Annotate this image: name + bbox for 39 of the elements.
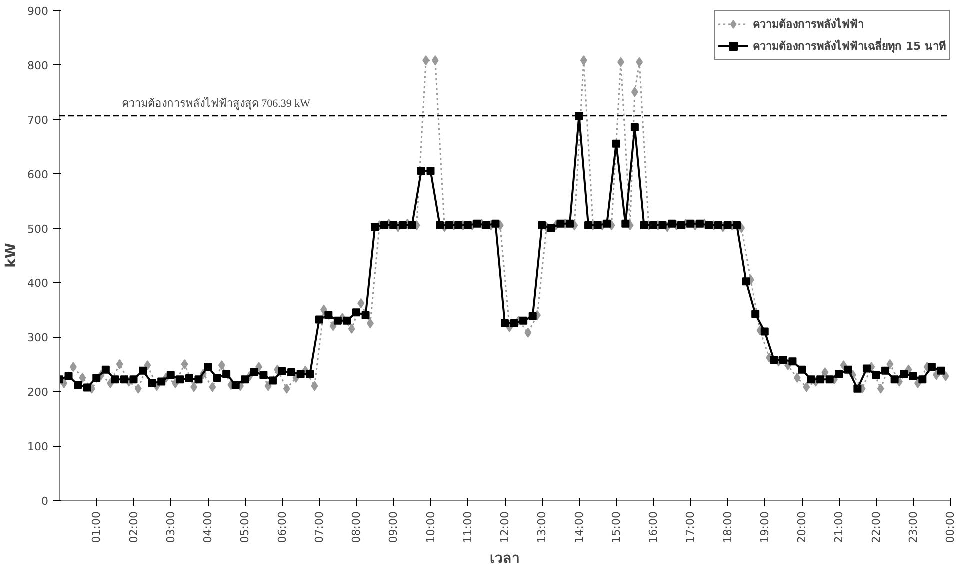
x-tick-label: 08:00: [350, 511, 363, 544]
x-tick-label: 03:00: [164, 511, 178, 544]
y-tick-label: 400: [28, 277, 49, 290]
x-tick-label: 23:00: [906, 511, 920, 544]
y-tick-label: 100: [28, 440, 49, 454]
x-tick-label: 21:00: [832, 511, 846, 544]
y-tick-label: 800: [28, 59, 49, 72]
y-tick-label: 200: [28, 386, 49, 400]
x-tick-label: 07:00: [312, 511, 326, 544]
x-tick-label: 14:00: [572, 511, 586, 544]
y-tick-label: 900: [28, 5, 49, 18]
x-tick-label: 18:00: [721, 511, 734, 544]
x-tick-label: 02:00: [127, 511, 140, 544]
x-axis-title: เวลา: [490, 551, 520, 568]
x-tick-label: 01:00: [90, 511, 104, 544]
x-tick-label: 17:00: [684, 511, 698, 544]
x-tick-label: 12:00: [498, 511, 512, 544]
x-tick-label: 04:00: [202, 511, 214, 544]
y-axis-title: kW: [4, 243, 20, 268]
x-tick-label: 11:00: [461, 511, 474, 544]
x-tick-label: 15:00: [610, 511, 623, 544]
y-tick-label: 300: [28, 332, 49, 345]
x-tick-label: 16:00: [647, 511, 660, 544]
y-tick-label: 600: [28, 168, 49, 182]
y-tick-label: 500: [28, 222, 49, 236]
legend-label: ความต้องการพลังไฟฟ้าเฉลี่ยทุก 15 นาที: [753, 37, 946, 55]
x-tick-label: 09:00: [387, 511, 400, 544]
x-tick-label: 05:00: [238, 511, 252, 544]
x-tick-label: 20:00: [796, 511, 808, 544]
x-tick-label: 13:00: [536, 511, 549, 544]
x-tick-label: 19:00: [758, 511, 772, 544]
x-tick-label: 06:00: [276, 511, 289, 544]
y-tick-label: 0: [42, 495, 48, 508]
x-tick-label: 00:00: [944, 511, 957, 544]
x-tick-label: 22:00: [870, 511, 883, 544]
ref-line-label: ความต้องการพลังไฟฟ้าสูงสุด 706.39 kW: [122, 96, 312, 110]
legend-label: ความต้องการพลังไฟฟ้า: [753, 16, 864, 33]
x-tick-label: 10:00: [424, 511, 438, 544]
y-tick-label: 700: [28, 114, 49, 127]
